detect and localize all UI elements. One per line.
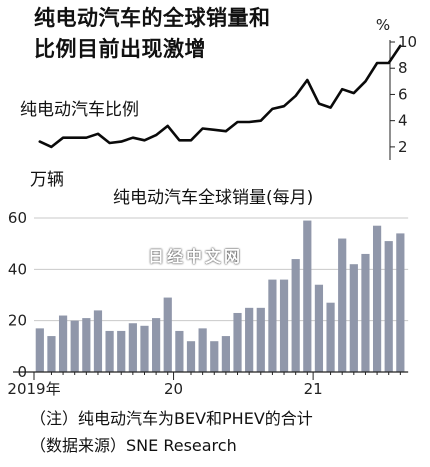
sales-bar [384,241,393,372]
bar-chart-unit: 万辆 [30,170,64,190]
bar-y-tick-label: 0 [17,363,27,381]
line-y-tick-label: 6 [398,85,408,103]
line-unit-label: % [376,16,390,34]
sales-bar [117,330,126,372]
bar-y-tick-label: 60 [8,209,27,227]
sales-bar [35,328,44,372]
sales-bar [175,330,184,372]
watermark: 日经中文网 [148,247,244,266]
sales-bar [140,325,149,372]
sales-bar [256,307,265,372]
sales-bar [47,336,56,372]
sales-bar [396,233,405,372]
sales-bar [291,259,300,372]
footnote-source: （数据来源）SNE Research [30,436,237,455]
bar-x-tick-label: 20 [164,380,183,398]
sales-bar [210,341,219,372]
chart-canvas: 0 20 40 60 2019年 20 21 2 4 6 8 10% [7,16,417,398]
sales-bar [198,328,207,372]
sales-bar [279,279,289,372]
bar-x-tick-label: 2019年 [7,380,60,398]
sales-bar [221,336,230,372]
sales-bar [128,323,137,372]
line-y-tick-label: 10 [398,33,417,51]
sales-bar [186,341,196,372]
sales-bar [163,297,172,372]
sales-bar [105,330,114,372]
sales-bar [152,318,161,372]
bar-y-tick-label: 40 [8,260,27,278]
sales-bar [58,315,68,372]
sales-bar [349,264,358,372]
sales-bar [93,310,103,372]
line-y-tick-label: 4 [398,112,408,130]
sales-bar [70,320,79,372]
footnote-composition: （注）纯电动汽车为BEV和PHEV的合计 [30,409,313,428]
sales-bar [372,225,382,372]
sales-bar [314,284,324,372]
sales-bar [82,318,91,372]
line-y-tick-label: 2 [398,138,408,156]
sales-bar [326,302,335,372]
sales-bar [233,312,242,372]
sales-bar [245,307,254,372]
sales-bar [361,253,370,372]
ev-share-line [38,44,402,149]
sales-bar [268,279,277,372]
line-y-tick-label: 8 [398,59,408,77]
figure-title-line-1: 纯电动汽车的全球销量和 [34,6,271,30]
sales-bar [338,238,347,372]
bar-y-tick-label: 20 [8,312,27,330]
line-chart-title: 纯电动汽车比例 [20,100,139,120]
bar-x-tick-label: 21 [304,380,323,398]
bar-chart-title: 纯电动汽车全球销量(每月) [113,188,314,208]
figure-title-line-2: 比例目前出现激增 [34,37,206,61]
sales-bar [303,220,312,372]
